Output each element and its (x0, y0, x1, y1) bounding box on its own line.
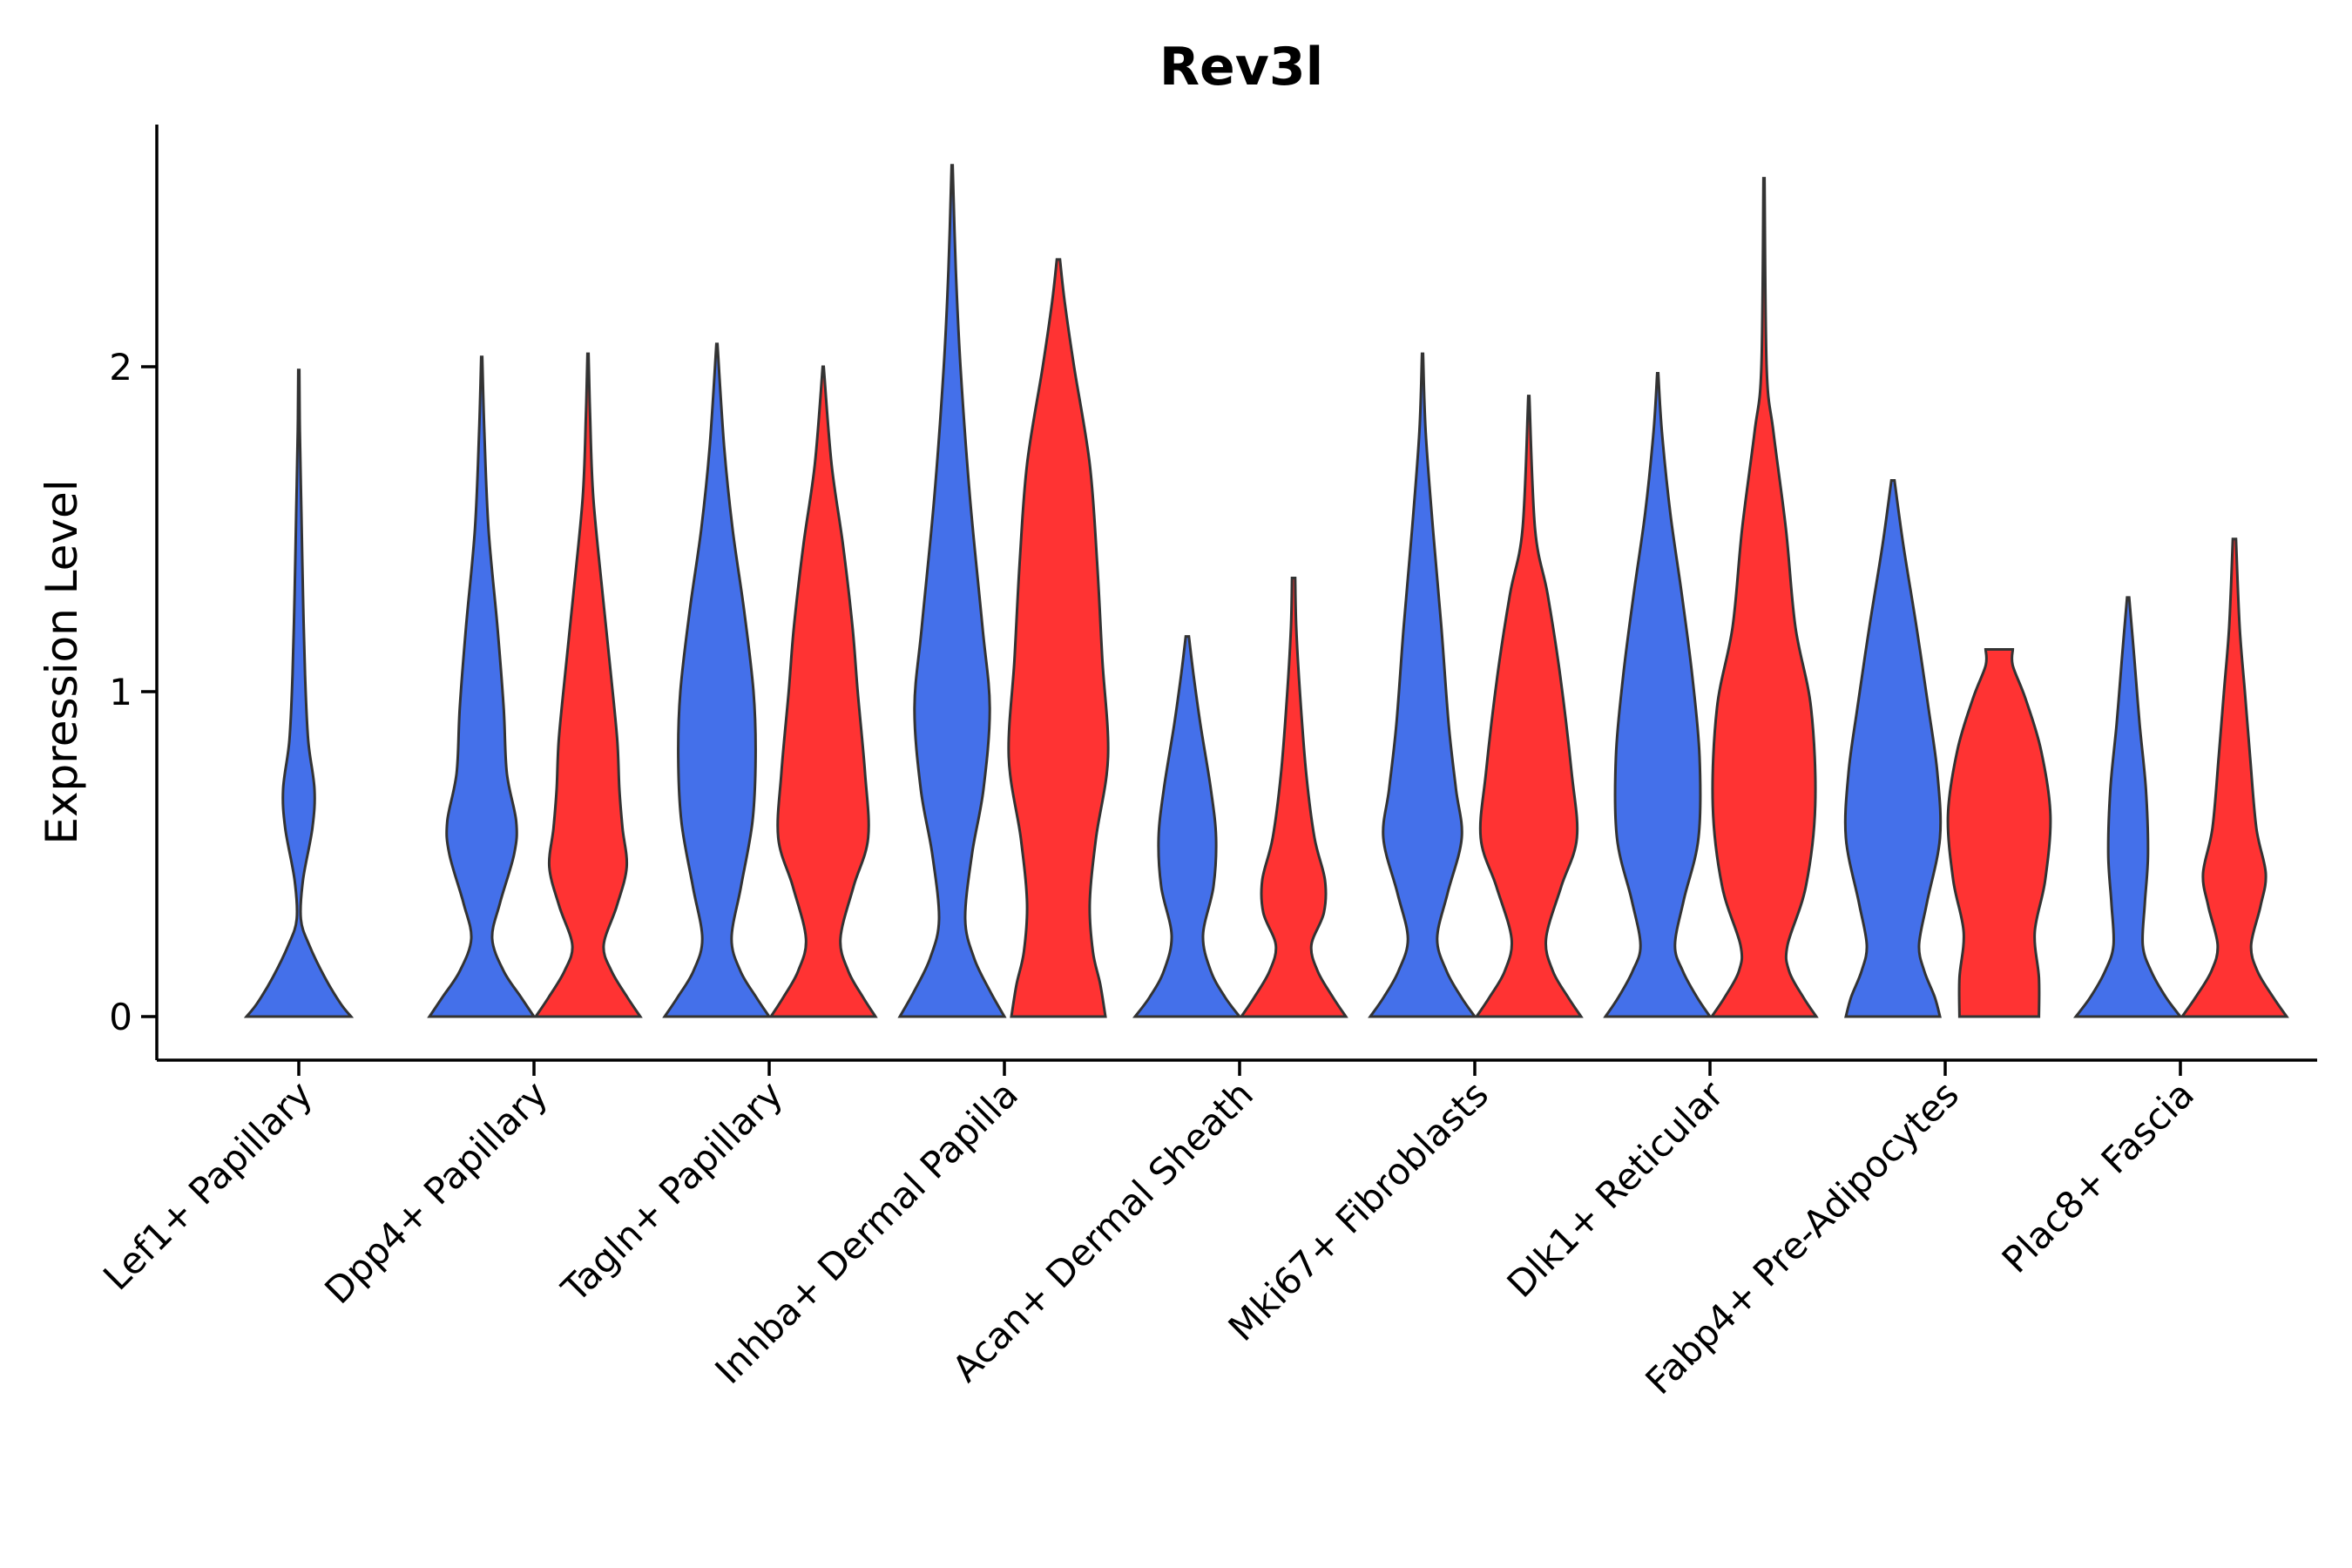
x-tick-label: Lef1+ Papillary (95, 1072, 321, 1298)
x-tick-label: Plac8+ Fascia (1994, 1072, 2202, 1281)
violins-layer (243, 164, 2289, 1018)
violin-group_b (533, 352, 643, 1018)
violin-group_a (2072, 596, 2184, 1018)
violin-group_a (1843, 479, 1943, 1018)
violin-group_a (1603, 371, 1713, 1018)
violin-group_b (768, 365, 878, 1018)
axes-layer (155, 125, 2317, 1062)
violin-group_b (1239, 576, 1348, 1018)
y-ticks-layer: 0 1 2 (109, 346, 157, 1038)
y-tick-label: 0 (109, 996, 132, 1038)
violin-group_a (427, 355, 537, 1018)
x-tick-label: Dlk1+ Reticular (1499, 1072, 1733, 1306)
violin-group_a (243, 368, 355, 1018)
chart-title: Rev3l (1159, 37, 1323, 98)
violin-group_b (1946, 648, 2052, 1018)
y-tick-label: 2 (109, 346, 132, 389)
violin-group_b (2180, 537, 2289, 1018)
violin-group_b (1007, 258, 1110, 1018)
violin-group_a (1368, 352, 1477, 1018)
y-axis-label: Expression Level (37, 479, 87, 844)
x-tick-label: Dpp4+ Papillary (316, 1072, 556, 1312)
x-tick-label: Tagln+ Papillary (553, 1072, 791, 1310)
violin-group_a (897, 164, 1007, 1018)
violin-group_a (1132, 635, 1243, 1018)
violin-group_b (1709, 177, 1819, 1018)
violin-group_b (1474, 395, 1584, 1018)
y-tick-label: 1 (109, 671, 132, 713)
violin-group_a (662, 342, 772, 1018)
x-tick-label: Mki67+ Fibroblasts (1220, 1072, 1497, 1348)
